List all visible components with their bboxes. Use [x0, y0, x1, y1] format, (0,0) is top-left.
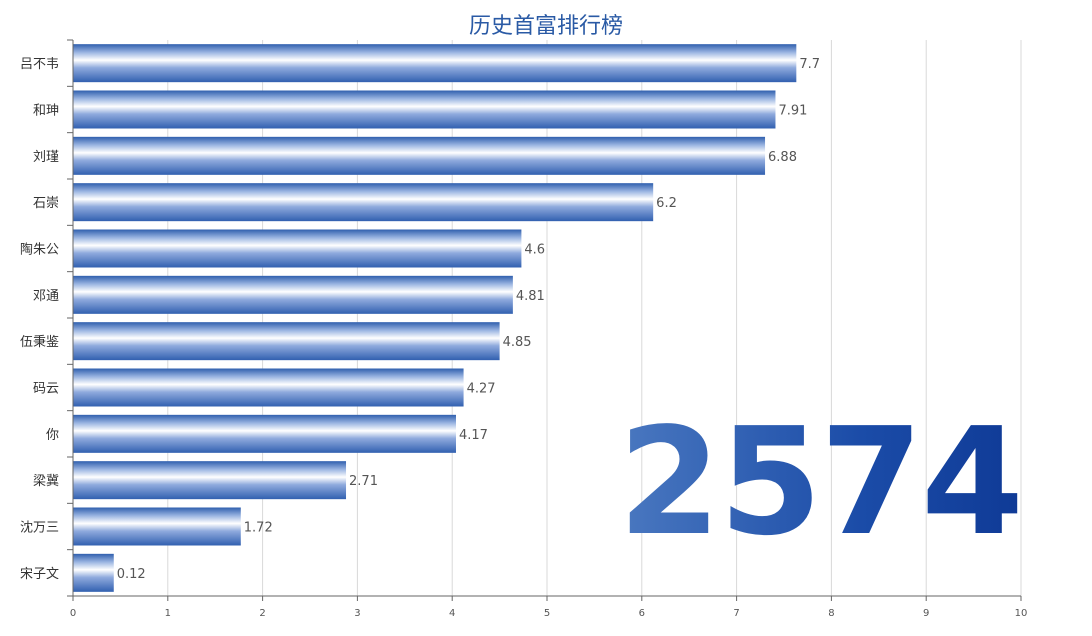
bar-value-label: 6.88: [768, 150, 797, 165]
x-tick-label: 3: [354, 608, 360, 619]
bar: [73, 44, 797, 83]
bar: [73, 136, 766, 175]
bar-value-label: 4.85: [503, 335, 532, 350]
bar: [73, 507, 241, 546]
bar: [73, 229, 522, 268]
category-label: 邓通: [33, 289, 59, 304]
bar-value-label: 4.17: [459, 428, 488, 443]
x-tick-label: 8: [828, 608, 834, 619]
grid-lines: [167, 40, 1022, 596]
category-label: 陶朱公: [20, 242, 59, 258]
category-label: 梁冀: [33, 473, 59, 489]
bar: [73, 90, 776, 129]
frame-counter: 2574: [618, 396, 1024, 568]
bar: [73, 553, 114, 592]
bar: [73, 275, 513, 314]
category-label: 吕不韦: [20, 57, 59, 72]
category-label: 宋子文: [20, 567, 59, 582]
x-tick-label: 9: [923, 608, 929, 619]
bar-value-label: 7.91: [778, 104, 807, 119]
x-tick-label: 10: [1015, 608, 1028, 619]
bar-value-label: 4.27: [467, 382, 496, 397]
category-label: 伍秉鉴: [20, 334, 59, 350]
x-tick-label: 4: [449, 608, 455, 619]
category-label: 你: [46, 428, 59, 443]
bar-value-label: 6.2: [656, 196, 677, 211]
bar-value-label: 4.6: [524, 243, 545, 258]
x-tick-label: 6: [639, 608, 645, 619]
bar-value-label: 0.12: [117, 567, 146, 582]
bar: [73, 322, 500, 361]
bar-value-label: 1.72: [244, 521, 273, 536]
x-tick-label: 7: [733, 608, 739, 619]
bar: [73, 414, 456, 453]
category-label: 码云: [33, 382, 59, 397]
bar-value-label: 2.71: [349, 474, 378, 489]
x-tick-label: 0: [70, 608, 76, 619]
x-tick-label: 1: [165, 608, 171, 619]
x-tick-label: 2: [259, 608, 265, 619]
bar-value-label: 4.81: [516, 289, 545, 304]
bar: [73, 183, 654, 222]
bar: [73, 461, 347, 500]
chart-title: 历史首富排行榜: [468, 14, 623, 39]
category-label: 和珅: [33, 104, 59, 119]
bars: 7.7 7.91 6.88 6.2 4.6 4.81 4.85 4.27 4.17 2.71 1.7…: [73, 44, 820, 592]
category-label: 石崇: [33, 196, 59, 211]
x-tick-label: 5: [544, 608, 550, 619]
category-label: 沈万三: [20, 521, 59, 536]
bar-value-label: 7.7: [799, 57, 820, 72]
bar: [73, 368, 464, 407]
category-label: 刘瑾: [33, 150, 59, 165]
